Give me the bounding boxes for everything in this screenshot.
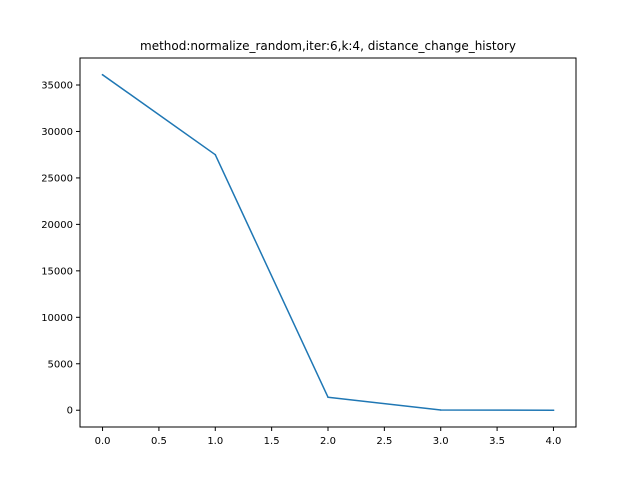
plot-frame — [79, 57, 577, 428]
chart-title: method:normalize_random,iter:6,k:4, dist… — [140, 39, 516, 53]
y-tick-label: 0 — [67, 406, 73, 417]
y-tick-label: 5000 — [48, 359, 73, 370]
x-tick-label: 1.0 — [207, 436, 223, 447]
y-tick-label: 10000 — [41, 313, 73, 324]
data-point — [439, 409, 442, 411]
x-tick-label: 1.5 — [264, 436, 280, 447]
y-tick-label: 15000 — [41, 266, 73, 277]
y-tick-label: 35000 — [41, 80, 73, 91]
data-point — [327, 396, 329, 398]
x-tick-label: 4.0 — [546, 436, 562, 447]
data-point — [214, 153, 217, 156]
x-tick-label: 2.0 — [320, 436, 336, 447]
y-tick-label: 25000 — [41, 173, 73, 184]
y-tick-label: 20000 — [41, 220, 73, 231]
x-tick-label: 0.5 — [151, 436, 167, 447]
data-point — [552, 409, 555, 411]
x-tick-label: 3.5 — [489, 436, 505, 447]
y-tick-label: 30000 — [41, 127, 73, 138]
x-tick-label: 0.0 — [95, 436, 111, 447]
x-tick-label: 2.5 — [376, 436, 392, 447]
x-tick-label: 3.0 — [433, 436, 449, 447]
series-line — [101, 73, 555, 411]
data-point — [101, 74, 104, 76]
